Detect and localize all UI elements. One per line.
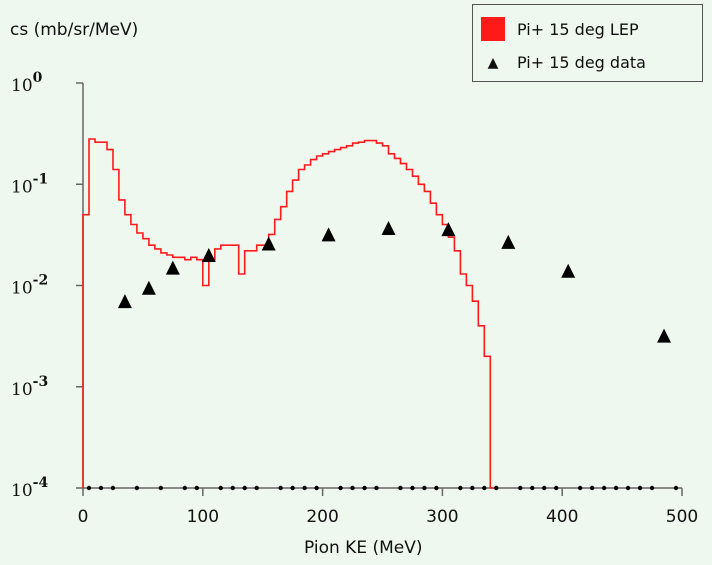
baseline-dot xyxy=(254,485,259,491)
axis-ticks: 0 100 200 300 400 500 100 10-1 10-2 10-3 10-4 xyxy=(11,70,698,527)
baseline-dot xyxy=(314,485,319,491)
y-tick-label: 100 xyxy=(11,70,43,96)
lep-step-line xyxy=(82,138,497,489)
data-point-triangle xyxy=(201,248,216,263)
baseline-dot xyxy=(434,485,439,491)
baseline-dot xyxy=(530,485,535,491)
data-point-triangle xyxy=(441,222,456,237)
baseline-dot xyxy=(158,485,164,491)
baseline-dot xyxy=(601,485,607,491)
data-point-triangle xyxy=(657,328,672,343)
baseline-dot xyxy=(302,485,307,491)
baseline-dot xyxy=(673,485,679,491)
baseline-dot xyxy=(134,485,140,491)
baseline-dot xyxy=(482,485,487,491)
baseline-dot xyxy=(278,485,283,491)
baseline-dot xyxy=(625,485,631,491)
legend: Pi+ 15 deg LEP ▲ Pi+ 15 deg data xyxy=(472,4,703,82)
triangle-icon: ▲ xyxy=(487,54,499,71)
y-tick-label: 10-1 xyxy=(11,171,48,197)
baseline-dot xyxy=(649,485,655,491)
data-point-triangle xyxy=(321,227,336,242)
series-lep xyxy=(82,138,497,489)
baseline-dot xyxy=(422,485,427,491)
baseline-dot xyxy=(338,485,343,491)
y-tick-label: 10-3 xyxy=(11,374,48,400)
baseline-dot xyxy=(470,485,475,491)
baseline-dot xyxy=(350,485,355,491)
baseline-dot xyxy=(458,485,463,491)
baseline-dot xyxy=(374,485,379,491)
baseline-dot xyxy=(218,485,223,491)
x-tick-label: 300 xyxy=(426,507,458,527)
baseline-dot xyxy=(98,485,104,491)
baseline-dot xyxy=(86,485,92,491)
y-tick-label: 10-4 xyxy=(11,475,48,501)
x-tick-label: 500 xyxy=(666,507,698,527)
series-data xyxy=(117,220,672,343)
baseline-dot xyxy=(110,485,116,491)
baseline-dot xyxy=(182,485,188,491)
baseline-dot xyxy=(542,485,547,491)
baseline-dot xyxy=(242,485,247,491)
series-baseline-dots xyxy=(86,485,679,491)
data-point-triangle xyxy=(561,263,576,278)
data-point-triangle xyxy=(501,234,516,249)
baseline-dot xyxy=(589,485,595,491)
data-point-triangle xyxy=(141,280,156,295)
baseline-dot xyxy=(613,485,619,491)
baseline-dot xyxy=(398,485,403,491)
y-axis-label: cs (mb/sr/MeV) xyxy=(10,20,139,40)
legend-entry-lep: Pi+ 15 deg LEP xyxy=(481,17,639,41)
x-tick-label: 100 xyxy=(187,507,219,527)
y-tick-label: 10-2 xyxy=(11,273,48,299)
x-tick-label: 0 xyxy=(78,507,89,527)
baseline-dot xyxy=(194,485,200,491)
legend-swatch-red xyxy=(481,17,505,41)
baseline-dot xyxy=(230,485,235,491)
x-tick-label: 200 xyxy=(306,507,338,527)
x-axis-label: Pion KE (MeV) xyxy=(304,538,423,558)
data-point-triangle xyxy=(261,236,276,251)
legend-label-data: Pi+ 15 deg data xyxy=(517,53,646,72)
baseline-dot xyxy=(577,485,583,491)
legend-label-lep: Pi+ 15 deg LEP xyxy=(517,19,639,39)
baseline-dot xyxy=(554,485,559,491)
x-tick-label: 400 xyxy=(546,507,578,527)
baseline-dot xyxy=(494,485,499,491)
baseline-dot xyxy=(290,485,295,491)
data-point-triangle xyxy=(165,260,180,275)
baseline-dot xyxy=(362,485,367,491)
baseline-dot xyxy=(637,485,643,491)
data-point-triangle xyxy=(381,220,396,235)
baseline-dot xyxy=(410,485,415,491)
legend-entry-data: ▲ Pi+ 15 deg data xyxy=(481,53,646,72)
baseline-dot xyxy=(518,485,523,491)
data-point-triangle xyxy=(117,294,132,309)
